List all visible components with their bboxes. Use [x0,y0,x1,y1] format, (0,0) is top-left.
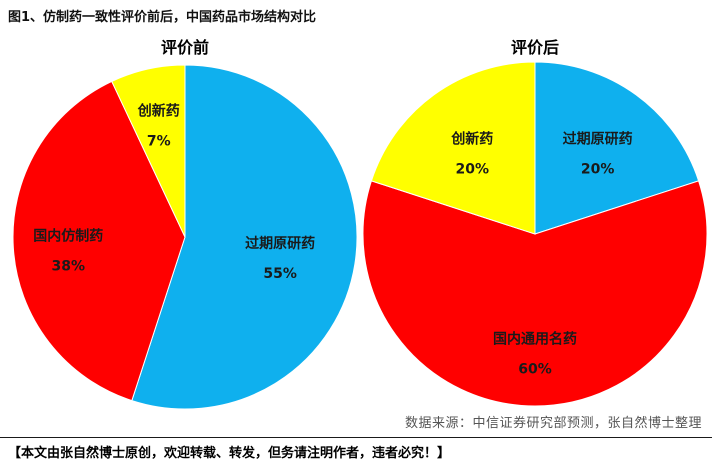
slice-label: 创新药 [450,131,493,148]
figure-title: 图1、仿制药一致性评价前后，中国药品市场结构对比 [8,10,317,25]
slice-label: 创新药 [137,102,180,119]
pie-title: 评价后 [511,38,559,57]
pie-slice [131,64,358,410]
slice-label: 过期原研药 [245,235,315,252]
source-note: 数据来源：中信证券研究部预测，张自然博士整理 [404,416,702,431]
pie-slice [534,61,700,235]
slice-value: 55% [263,266,297,282]
slice-value: 60% [518,362,552,378]
slice-label: 国内仿制药 [33,227,103,244]
slice-label: 国内通用名药 [493,331,577,348]
slice-value: 20% [456,162,490,178]
pie-title: 评价前 [161,38,209,57]
pie-slice [362,180,708,407]
pie-slice [370,61,536,235]
copyright-notice: 【本文由张自然博士原创，欢迎转载、转发，但务请注明作者，违者必究！】 [8,446,451,461]
slice-value: 20% [581,162,615,178]
footer-divider [0,437,712,438]
slice-label: 过期原研药 [563,131,633,148]
pie-slice [111,64,186,238]
slice-value: 7% [147,133,171,149]
slice-value: 38% [52,258,86,274]
pie-slice [12,80,186,402]
